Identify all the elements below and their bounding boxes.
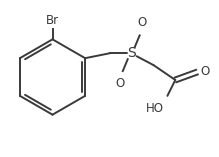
Text: O: O	[115, 77, 124, 90]
Text: S: S	[127, 46, 136, 60]
Text: O: O	[137, 16, 146, 30]
Text: O: O	[200, 65, 209, 78]
Text: Br: Br	[46, 14, 59, 27]
Text: HO: HO	[145, 102, 163, 115]
